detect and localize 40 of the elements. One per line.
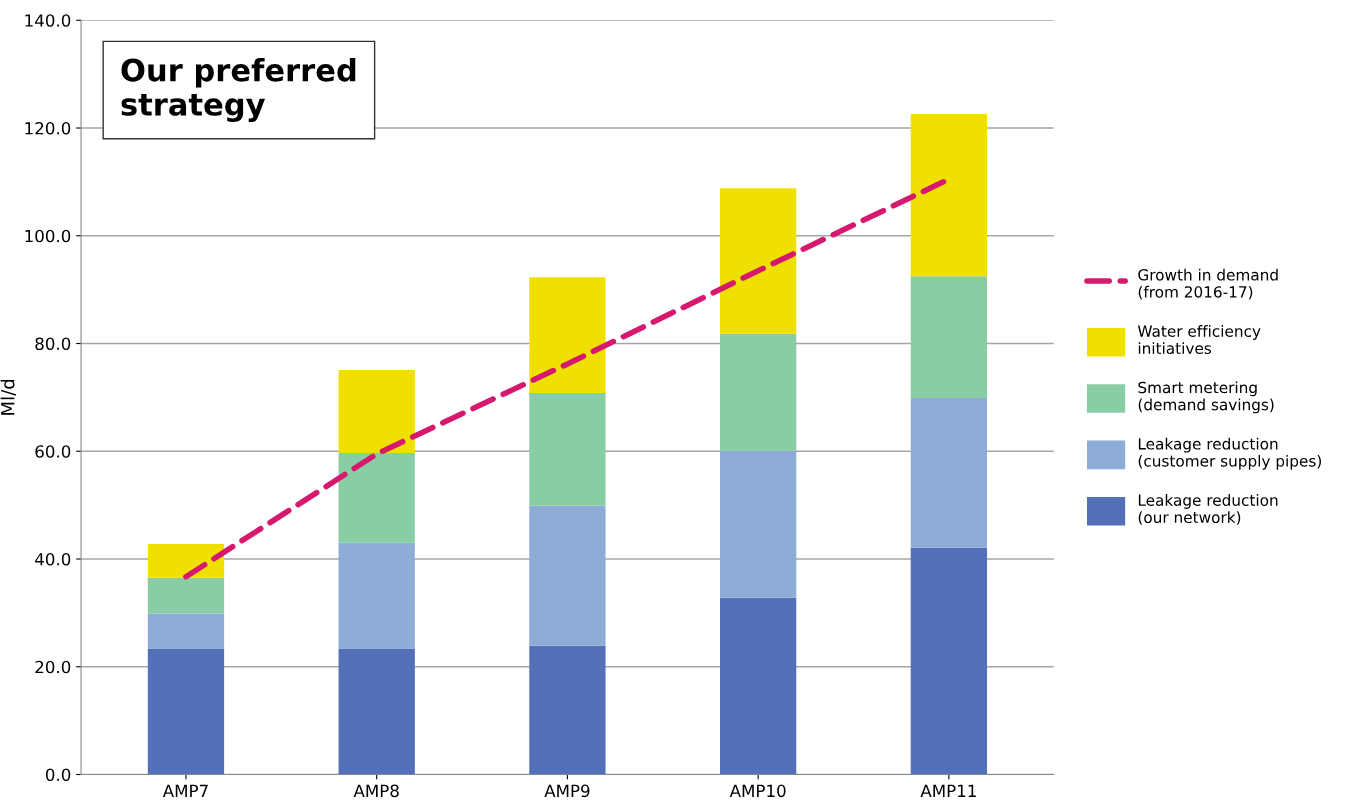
y-tick-label: 80.0 (35, 337, 71, 351)
bar (910, 114, 988, 277)
y-tick-label: 120.0 (25, 121, 71, 135)
y-tick-label: 0.0 (45, 768, 71, 782)
y-tick-label: 20.0 (35, 660, 71, 674)
x-tick-label: AMP7 (162, 784, 208, 797)
bar (720, 597, 797, 775)
bar (529, 645, 606, 775)
bar (720, 333, 797, 451)
x-tick-label: AMP11 (920, 784, 976, 797)
y-tick-label: 140.0 (25, 14, 71, 27)
y-tick-label: 60.0 (35, 445, 71, 458)
y-tick-label: 40.0 (35, 552, 71, 566)
y-axis-title: Ml/d (0, 379, 16, 415)
bar (338, 452, 415, 543)
bar (147, 543, 225, 578)
legend-label: Smart metering (demand savings) (1138, 381, 1274, 414)
legend-label: Growth in demand (from 2016-17) (1138, 268, 1278, 300)
bar (338, 542, 415, 649)
bar (720, 188, 797, 334)
legend-label: Water efficiency initiatives (1137, 325, 1261, 355)
bar (529, 393, 606, 506)
x-tick-label: AMP9 (544, 784, 590, 798)
bar (529, 277, 606, 394)
bar (147, 577, 225, 614)
x-tick-label: AMP10 (729, 784, 786, 798)
annotation: Our preferred strategy (121, 57, 356, 123)
bar (338, 648, 415, 775)
bar (147, 613, 225, 649)
legend-label: Leakage reduction (customer supply pipes) (1138, 437, 1321, 470)
bar (910, 397, 988, 548)
bar (910, 276, 988, 398)
bar (147, 648, 225, 775)
bar (720, 450, 797, 598)
bar (910, 547, 988, 775)
x-tick-label: AMP8 (353, 784, 399, 798)
y-tick-label: 100.0 (25, 229, 71, 243)
bar (529, 505, 606, 646)
legend-label: Leakage reduction (our network) (1138, 494, 1278, 525)
bar (338, 369, 415, 453)
